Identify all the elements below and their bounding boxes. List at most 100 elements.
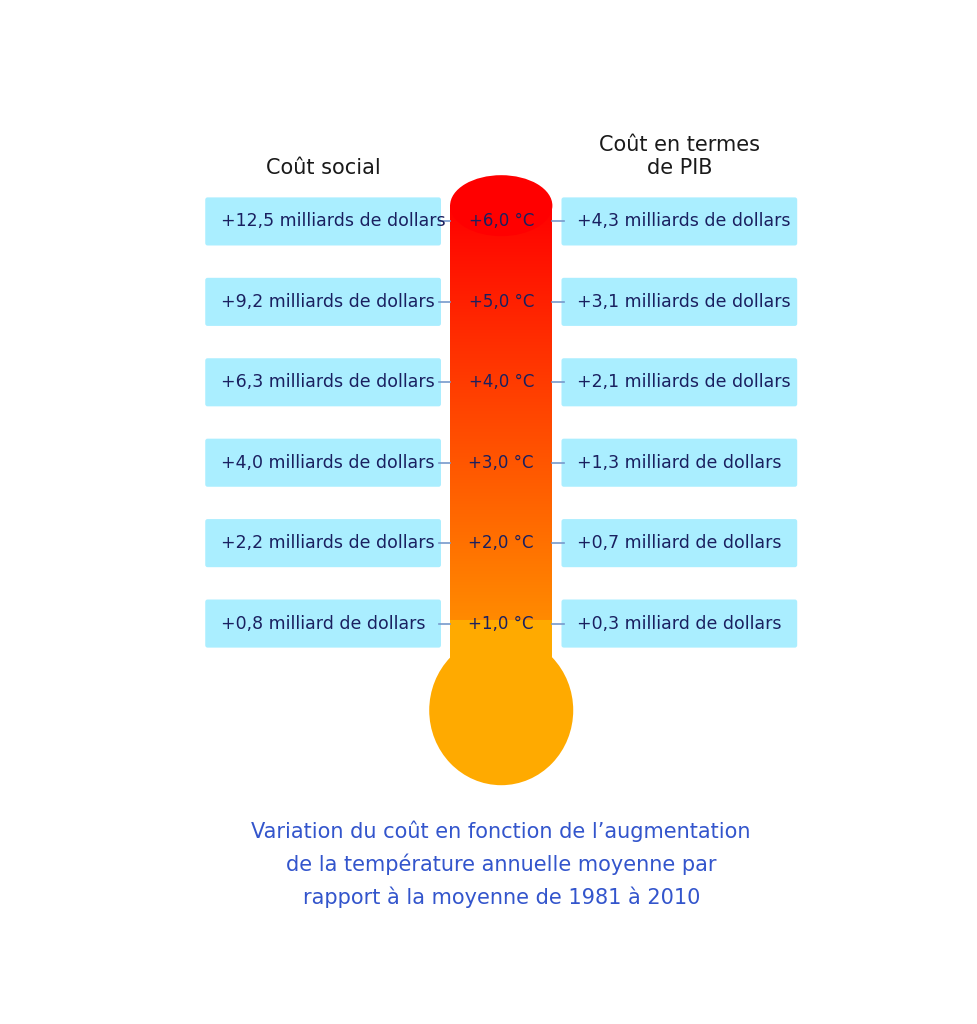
- Bar: [449, 569, 552, 571]
- Bar: [449, 530, 552, 532]
- Bar: [449, 559, 552, 561]
- Bar: [449, 298, 552, 300]
- Bar: [449, 606, 552, 608]
- Bar: [449, 237, 552, 239]
- Bar: [449, 546, 552, 548]
- Bar: [449, 508, 552, 509]
- Bar: [449, 590, 552, 592]
- Bar: [449, 299, 552, 301]
- Bar: [449, 439, 552, 441]
- Bar: [449, 350, 552, 352]
- Bar: [449, 465, 552, 467]
- Bar: [449, 413, 552, 415]
- Bar: [449, 275, 552, 278]
- Bar: [449, 226, 552, 227]
- Bar: [449, 278, 552, 280]
- Bar: [449, 600, 552, 602]
- Ellipse shape: [449, 175, 552, 237]
- Bar: [449, 423, 552, 425]
- Bar: [449, 372, 552, 374]
- Bar: [449, 316, 552, 318]
- Bar: [449, 610, 552, 611]
- Bar: [449, 618, 552, 621]
- Bar: [449, 507, 552, 508]
- Bar: [449, 573, 552, 574]
- Bar: [449, 348, 552, 350]
- Bar: [449, 319, 552, 322]
- Bar: [449, 216, 552, 218]
- Bar: [449, 442, 552, 444]
- Bar: [449, 336, 552, 338]
- Bar: [449, 374, 552, 376]
- Bar: [449, 313, 552, 315]
- Bar: [449, 460, 552, 462]
- Bar: [449, 310, 552, 312]
- Bar: [449, 537, 552, 539]
- Bar: [449, 270, 552, 272]
- Bar: [449, 425, 552, 427]
- Bar: [449, 362, 552, 364]
- Bar: [449, 589, 552, 591]
- Bar: [449, 221, 552, 222]
- Bar: [449, 540, 552, 541]
- Bar: [449, 626, 552, 628]
- Circle shape: [429, 635, 573, 785]
- Bar: [449, 317, 552, 319]
- Bar: [449, 229, 552, 231]
- Bar: [449, 520, 552, 522]
- Text: +5,0 °C: +5,0 °C: [468, 293, 533, 311]
- Bar: [449, 280, 552, 282]
- Bar: [449, 253, 552, 255]
- Bar: [449, 318, 552, 321]
- Bar: [449, 473, 552, 474]
- Bar: [449, 539, 552, 540]
- Bar: [449, 214, 552, 216]
- Bar: [449, 596, 552, 598]
- Bar: [449, 624, 552, 626]
- Bar: [449, 474, 552, 475]
- Bar: [449, 466, 552, 468]
- Bar: [449, 455, 552, 457]
- Bar: [449, 513, 552, 515]
- Bar: [449, 289, 552, 291]
- Bar: [449, 412, 552, 414]
- Bar: [449, 328, 552, 329]
- Bar: [449, 553, 552, 555]
- Bar: [449, 526, 552, 528]
- Text: +2,0 °C: +2,0 °C: [468, 535, 533, 552]
- Bar: [449, 409, 552, 411]
- Bar: [449, 475, 552, 477]
- Bar: [449, 492, 552, 494]
- Bar: [449, 427, 552, 429]
- Bar: [449, 422, 552, 424]
- Bar: [449, 580, 552, 581]
- Bar: [449, 390, 552, 392]
- Bar: [449, 620, 552, 622]
- Bar: [449, 417, 552, 419]
- Bar: [449, 245, 552, 247]
- Bar: [449, 595, 552, 597]
- Bar: [449, 594, 552, 596]
- Bar: [449, 288, 552, 290]
- Bar: [449, 605, 552, 607]
- Bar: [449, 615, 552, 617]
- Bar: [449, 354, 552, 356]
- Text: +1,3 milliard de dollars: +1,3 milliard de dollars: [576, 454, 781, 472]
- Bar: [449, 241, 552, 243]
- FancyBboxPatch shape: [205, 599, 441, 647]
- Bar: [449, 315, 552, 317]
- Bar: [449, 505, 552, 506]
- Bar: [449, 487, 552, 489]
- Bar: [449, 523, 552, 525]
- Bar: [449, 389, 552, 391]
- Bar: [449, 376, 552, 378]
- Bar: [449, 536, 552, 538]
- Bar: [449, 373, 552, 375]
- Bar: [449, 232, 552, 234]
- Bar: [449, 625, 552, 627]
- FancyBboxPatch shape: [205, 438, 441, 486]
- Bar: [449, 598, 552, 600]
- Bar: [449, 458, 552, 460]
- Bar: [449, 479, 552, 481]
- Bar: [449, 493, 552, 495]
